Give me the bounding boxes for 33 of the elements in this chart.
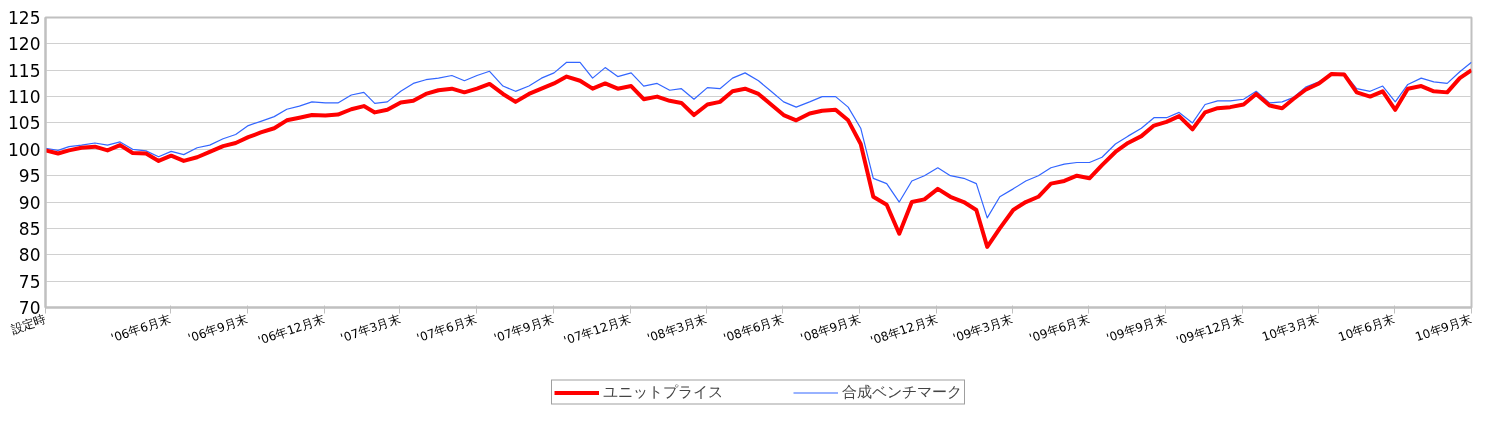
line-series [45, 61, 1472, 219]
x-tick-label: '06年9月末 [186, 311, 250, 346]
x-tick-label: '09年12月末 [1174, 311, 1246, 348]
legend-label: 合成ベンチマーク [842, 382, 962, 402]
x-tick-label: '08年3月末 [645, 311, 709, 346]
y-tick-label: 115 [8, 60, 41, 81]
x-tick-label: 10年9月末 [1413, 311, 1474, 345]
y-tick-label: 105 [8, 113, 41, 134]
x-tick-label: '09年3月末 [951, 311, 1015, 346]
x-tick-label: '07年12月末 [561, 311, 633, 348]
x-tick-label: '09年6月末 [1027, 311, 1091, 346]
x-tick-label: '08年12月末 [868, 311, 940, 348]
line-series [45, 68, 1472, 249]
x-tick-label: '07年9月末 [492, 311, 556, 346]
y-tick-label: 120 [8, 34, 41, 55]
y-tick-label: 90 [18, 192, 41, 213]
y-tick-label: 85 [18, 218, 41, 239]
y-tick-label: 125 [8, 8, 41, 28]
y-tick-label: 110 [8, 87, 41, 108]
x-tick-label: '08年9月末 [798, 311, 863, 346]
y-tick-label: 75 [18, 271, 41, 292]
y-tick-label: 95 [18, 166, 41, 187]
x-tick-label: '08年6月末 [721, 311, 786, 346]
legend-label: ユニットプライス [603, 382, 723, 402]
x-tick-label: '06年12月末 [256, 311, 327, 348]
x-tick-label: '07年3月末 [338, 311, 403, 346]
x-tick-label: '06年6月末 [109, 311, 173, 346]
x-tick-label: '09年9月末 [1104, 311, 1168, 346]
x-tick-label: '07年6月末 [415, 311, 479, 346]
y-tick-label: 80 [18, 245, 41, 266]
x-tick-label: 10年6月末 [1336, 311, 1397, 345]
y-tick-label: 100 [8, 139, 41, 160]
x-tick-label: 10年3月末 [1260, 311, 1321, 345]
